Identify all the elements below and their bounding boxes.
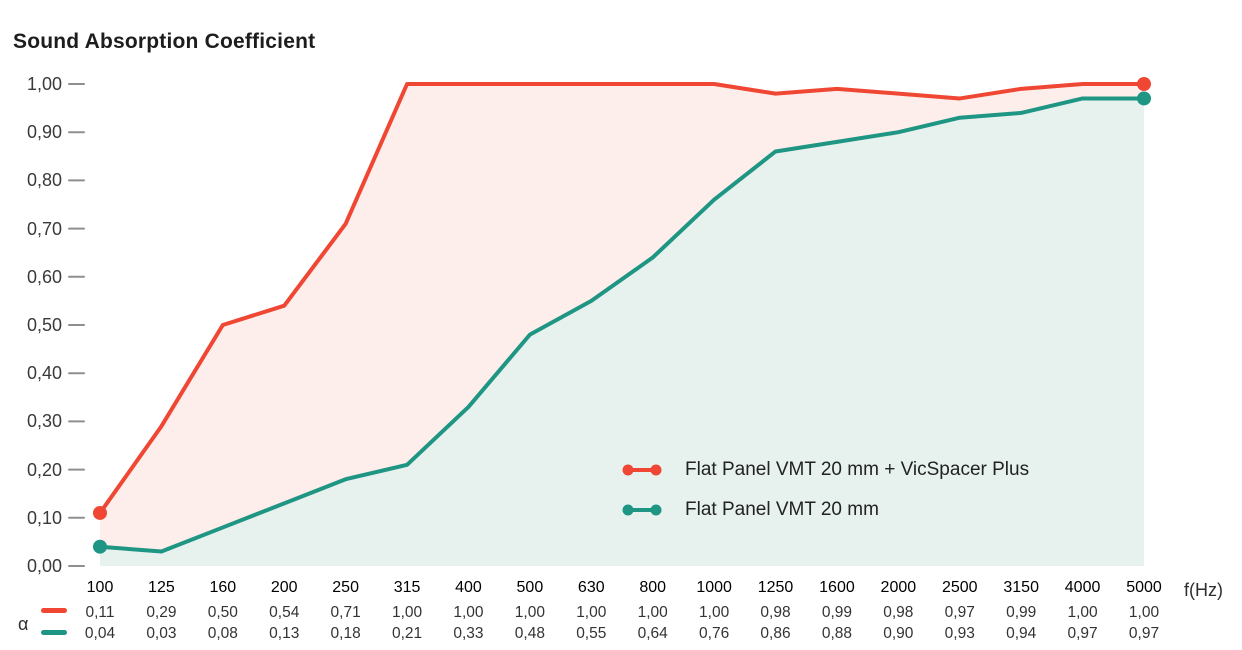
- alpha-label: α: [18, 614, 29, 634]
- series-1-table-value: 0,13: [269, 625, 300, 642]
- x-tick-label: 400: [455, 579, 482, 596]
- series-0-table-value: 1,00: [1067, 604, 1098, 621]
- x-tick-label: 5000: [1126, 579, 1162, 596]
- series-1-table-value: 0,08: [207, 625, 238, 642]
- series-0-table-value: 1,00: [637, 604, 668, 621]
- series-1-table-value: 0,94: [1006, 625, 1037, 642]
- series-1-table-value: 0,88: [821, 625, 853, 642]
- series-line: [98, 96, 1146, 554]
- series-1-swatch-icon: [41, 630, 67, 635]
- series-1-table-value: 0,97: [1067, 625, 1098, 642]
- x-tick-label: 1250: [757, 579, 794, 596]
- y-tick-label: 0,80: [26, 170, 62, 191]
- series-endpoint-dot: [1137, 77, 1151, 91]
- x-tick-label: 250: [332, 579, 359, 596]
- series-endpoint-dot: [93, 539, 107, 554]
- x-tick-label: 160: [209, 579, 237, 596]
- series-0-table-value: 0,29: [146, 604, 177, 621]
- series-endpoint-dot: [93, 505, 107, 520]
- x-tick-label: 500: [516, 579, 544, 596]
- legend-item-label: Flat Panel VMT 20 mm + VicSpacer Plus: [685, 459, 1030, 480]
- series-1-table-value: 0,21: [391, 625, 423, 642]
- series-1-table-value: 0,04: [84, 625, 116, 642]
- x-axis-unit-label: f(Hz): [1184, 580, 1223, 600]
- series-0-table-value: 0,99: [821, 604, 853, 621]
- x-tick-label: 800: [639, 579, 667, 596]
- series-1-table-value: 0,55: [576, 625, 607, 642]
- series-1-table-value: 0,90: [883, 625, 914, 642]
- series-0-table-value: 0,99: [1006, 604, 1037, 621]
- y-tick-label: 0,70: [26, 218, 62, 239]
- series-0-table-value: 0,50: [207, 604, 238, 621]
- x-tick-label: 100: [86, 579, 114, 596]
- series-0-table-value: 1,00: [576, 604, 607, 621]
- x-tick-label: 125: [148, 579, 175, 596]
- x-tick-label: 2000: [880, 579, 917, 596]
- y-tick-label: 0,90: [26, 122, 62, 143]
- series-line: [98, 82, 1146, 515]
- x-tick-label: 2500: [941, 579, 978, 596]
- x-tick-label: 3150: [1003, 579, 1039, 596]
- x-tick-label: 630: [577, 579, 605, 596]
- series-0-table-value: 1,00: [1128, 604, 1160, 621]
- series-endpoint-dot: [1137, 91, 1151, 106]
- x-tick-label: 315: [393, 579, 421, 596]
- legend-item-label: Flat Panel VMT 20 mm: [685, 499, 879, 520]
- legend-item-vicspacer: Flat Panel VMT 20 mm + VicSpacer Plus: [621, 459, 1029, 481]
- series-1-table-value: 0,93: [944, 625, 975, 642]
- x-tick-label: 1600: [819, 579, 855, 596]
- series-0-table-value: 1,00: [514, 604, 545, 621]
- series-0-table-value: 1,00: [391, 604, 423, 621]
- x-tick-label: 1000: [696, 579, 732, 596]
- series-0-table-value: 0,11: [85, 604, 115, 621]
- y-tick-label: 0,60: [26, 266, 62, 287]
- series-0-swatch-icon: [41, 608, 67, 613]
- series-0-table-value: 1,00: [699, 604, 730, 621]
- series-1-table-value: 0,03: [146, 625, 177, 642]
- series-1-table-value: 0,33: [453, 625, 484, 642]
- y-tick-label: 0,20: [26, 459, 62, 480]
- series-1-table-value: 0,76: [699, 625, 730, 642]
- series-0-table-value: 0,71: [330, 604, 361, 621]
- series-0-table-value: 0,98: [760, 604, 791, 621]
- series-1-table-value: 0,18: [330, 625, 361, 642]
- series-0-table-value: 0,98: [883, 604, 914, 621]
- y-tick-label: 0,40: [26, 363, 62, 384]
- y-tick-label: 0,50: [26, 315, 62, 335]
- series-0-table-value: 0,54: [269, 604, 300, 621]
- x-tick-label: 4000: [1064, 579, 1101, 596]
- series-1-table-value: 0,48: [514, 625, 545, 642]
- legend-item-flat-panel: Flat Panel VMT 20 mm: [621, 499, 879, 521]
- series-area: [100, 84, 1144, 566]
- y-tick-label: 1,00: [26, 74, 62, 94]
- series-1-table-value: 0,64: [637, 625, 668, 642]
- y-tick-label: 0,10: [26, 507, 62, 528]
- y-tick-label: 0,00: [26, 556, 62, 576]
- series-1-table-value: 0,97: [1128, 625, 1160, 642]
- series-0-marker-icon: [622, 464, 662, 476]
- x-tick-label: 200: [270, 579, 298, 596]
- series-area: [100, 98, 1144, 567]
- series-0-table-value: 0,97: [944, 604, 975, 621]
- series-1-table-value: 0,86: [760, 625, 791, 642]
- y-tick-label: 0,30: [26, 411, 62, 432]
- series-1-marker-icon: [622, 504, 662, 516]
- series-0-table-value: 1,00: [453, 604, 484, 621]
- chart-title: Sound Absorption Coefficient: [13, 30, 316, 53]
